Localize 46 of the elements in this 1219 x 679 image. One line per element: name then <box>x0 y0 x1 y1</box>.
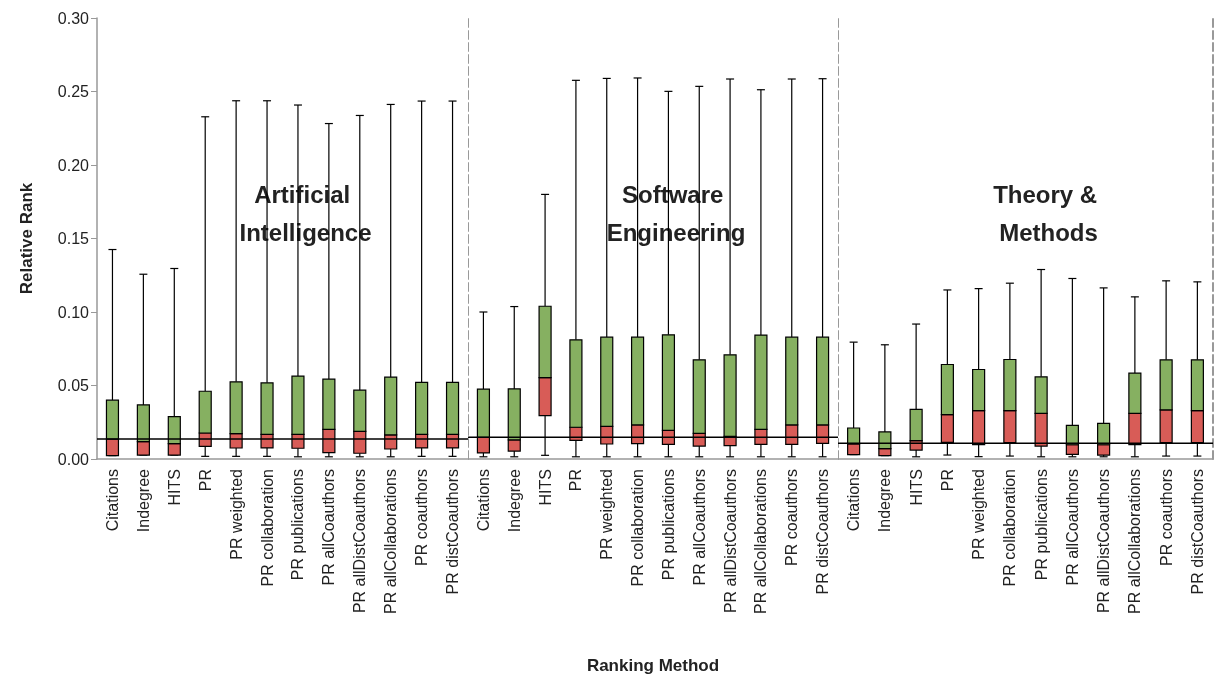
x-tick-label: Citations <box>474 469 492 532</box>
x-tick-label: PR <box>567 469 585 492</box>
x-tick-label: PR publications <box>289 469 307 581</box>
x-tick-label: HITS <box>165 469 183 506</box>
x-tick-label: PR publications <box>659 469 677 581</box>
x-tick-label: PR coauthors <box>413 469 431 566</box>
x-tick-label: PR allCollaborations <box>752 469 770 614</box>
x-tick-label: PR coauthors <box>783 469 801 566</box>
x-tick-label: PR allCoauthors <box>690 469 708 586</box>
x-tick-label: PR distCoauthors <box>444 469 462 595</box>
x-tick-label: PR weighted <box>970 469 988 560</box>
x-tick-label: PR distCoauthors <box>814 469 832 595</box>
y-tick-label: 0.10 <box>57 303 90 321</box>
x-tick-label: PR allCoauthors <box>1063 469 1081 586</box>
x-tick-label: PR weighted <box>227 469 245 560</box>
x-tick-label: PR collaboration <box>629 469 647 587</box>
x-tick-label: PR <box>938 469 956 492</box>
x-tick-label: PR allCoauthors <box>320 469 338 586</box>
x-tick-label: PR collaboration <box>1001 469 1019 587</box>
x-tick-label: Indegree <box>876 468 894 533</box>
x-tick-label: HITS <box>536 469 554 506</box>
x-tick-label: PR publications <box>1032 469 1050 581</box>
x-tick-label: Indegree <box>505 468 523 533</box>
x-tick-label: PR <box>196 469 214 492</box>
x-tick-label: PR coauthors <box>1157 469 1175 566</box>
x-tick-label: Citations <box>103 469 121 532</box>
y-tick-label: 0.30 <box>57 9 90 27</box>
y-axis-title: Relative Rank <box>17 182 36 295</box>
y-tick-label: 0.20 <box>57 156 90 174</box>
x-tick-label: PR weighted <box>598 469 616 560</box>
y-tick-label: 0.00 <box>57 450 90 468</box>
x-tick-label: PR allDistCoauthors <box>1095 469 1113 614</box>
x-tick-label: HITS <box>907 469 925 506</box>
y-tick-label: 0.05 <box>57 377 90 394</box>
x-tick-label: Citations <box>845 469 863 532</box>
x-tick-label: PR distCoauthors <box>1188 469 1206 595</box>
text: Theory & Methods <box>993 180 1104 246</box>
y-tick-label: 0.25 <box>57 83 90 100</box>
x-tick-label: PR allCollaborations <box>1126 469 1144 614</box>
x-tick-label: Indegree <box>134 468 152 533</box>
x-tick-label: PR allDistCoauthors <box>721 469 739 614</box>
x-axis-title: Ranking Method <box>586 656 720 675</box>
x-tick-label: PR allDistCoauthors <box>351 469 369 614</box>
y-tick-label: 0.15 <box>57 230 90 247</box>
x-tick-label: PR allCollaborations <box>382 469 400 614</box>
x-tick-label: PR collaboration <box>258 469 276 587</box>
